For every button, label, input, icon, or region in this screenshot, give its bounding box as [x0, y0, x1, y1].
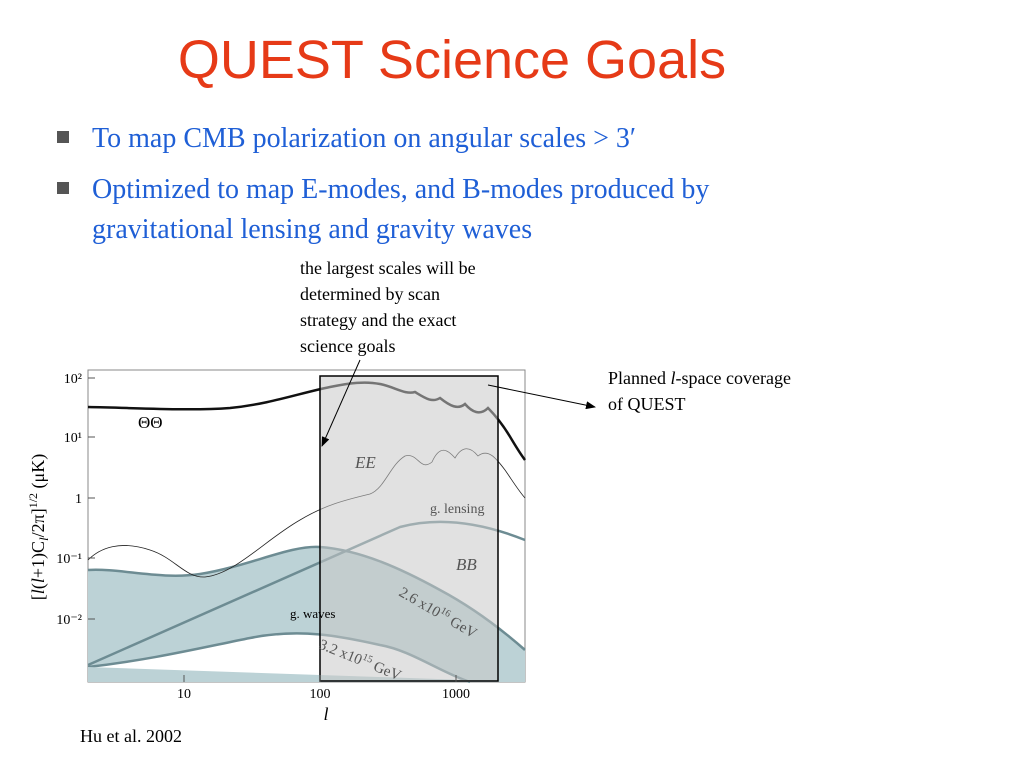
annotation-line: science goals: [300, 336, 395, 356]
tick-marks: [88, 377, 457, 682]
curve-label: ΘΘ: [138, 413, 163, 432]
x-tick-label: 10: [177, 687, 191, 702]
annotation-line: the largest scales will be: [300, 258, 476, 278]
x-tick-label: 1000: [442, 687, 470, 702]
bullet-marker: [57, 131, 69, 143]
y-tick-label: 10⁻²: [56, 613, 82, 628]
y-tick-label: 10²: [64, 372, 82, 387]
bullet-text: To map CMB polarization on angular scale…: [92, 123, 636, 154]
annotation-right: Planned l-space coverage of QUEST: [608, 368, 791, 414]
arrow: [321, 359, 361, 447]
figure: ΘΘ EE g. lensing BB g. waves 2.6 x1016 G…: [26, 369, 527, 724]
curve-label: BB: [456, 555, 477, 574]
annotation-line: Planned l-space coverage: [608, 368, 791, 388]
curve-label: g. waves: [290, 606, 336, 621]
x-axis-label: l: [323, 704, 328, 724]
y-tick-label: 10¹: [64, 431, 82, 446]
annotation-line: of QUEST: [608, 394, 686, 414]
bullet-text: Optimized to map E-modes, and B-modes pr…: [92, 174, 709, 205]
curve-label: EE: [354, 453, 376, 472]
coverage-box: [319, 375, 499, 682]
curve-label: g. lensing: [430, 502, 484, 517]
bullet-marker: [57, 182, 69, 194]
annotation-line: determined by scan: [300, 284, 440, 304]
citation: Hu et al. 2002: [80, 726, 182, 746]
y-axis-label: [l(l+1)Cl/2π]1/2 (μK): [26, 454, 51, 600]
x-tick-label: 100: [310, 687, 331, 702]
y-tick-label: 1: [75, 492, 82, 507]
y-tick-label: 10⁻¹: [56, 552, 82, 567]
annotation-line: strategy and the exact: [300, 310, 456, 330]
slide-title: QUEST Science Goals: [178, 30, 726, 90]
bullet-text: gravitational lensing and gravity waves: [92, 214, 532, 245]
annotation-top: the largest scales will be determined by…: [300, 258, 476, 356]
arrow: [487, 384, 596, 410]
